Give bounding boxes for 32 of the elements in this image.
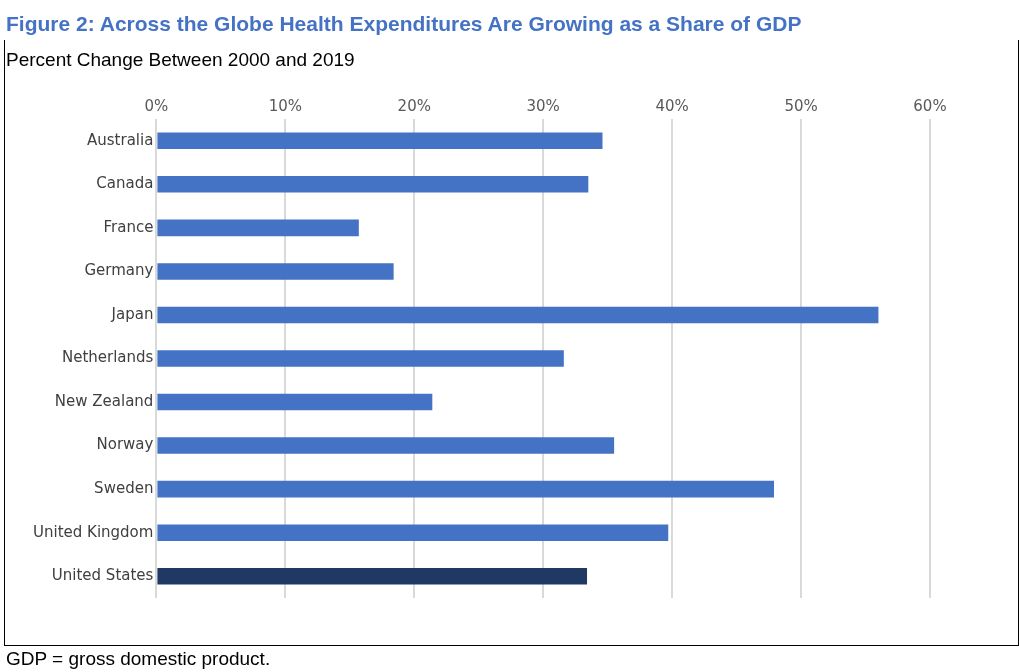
x-tick-label: 20% [397,96,431,115]
y-tick-label: Australia [87,130,154,149]
bar [157,437,615,454]
x-tick-label: 50% [784,96,818,115]
chart-title: Figure 2: Across the Globe Health Expenditures Are Growing as a Share of GDP [6,12,802,36]
y-tick-label: France [103,217,154,236]
bar [157,132,603,150]
y-tick-label: Netherlands [61,348,154,367]
x-tick-label: 0% [144,96,169,115]
bar [157,306,879,324]
bar [157,219,359,237]
y-tick-label: Norway [96,435,154,454]
bar [157,567,588,585]
x-tick-label: 40% [655,96,689,115]
chart-subtitle: Percent Change Between 2000 and 2019 [6,49,355,71]
y-tick-label: Canada [96,174,154,193]
bar [157,263,394,280]
bar [157,176,589,193]
y-tick-label: United Kingdom [32,522,154,541]
bar [157,350,564,367]
text: GDP = gross domestic product. [6,648,271,670]
y-tick-label: Germany [84,261,154,280]
y-tick-label: New Zealand [54,391,154,410]
bar [157,393,433,411]
bar [157,524,669,541]
x-tick-label: 30% [526,96,560,115]
y-tick-label: Sweden [94,479,154,498]
bar [157,480,774,498]
y-tick-label: United States [51,566,154,585]
x-tick-label: 60% [913,96,947,115]
y-tick-label: Japan [110,304,154,323]
x-tick-label: 10% [268,96,302,115]
